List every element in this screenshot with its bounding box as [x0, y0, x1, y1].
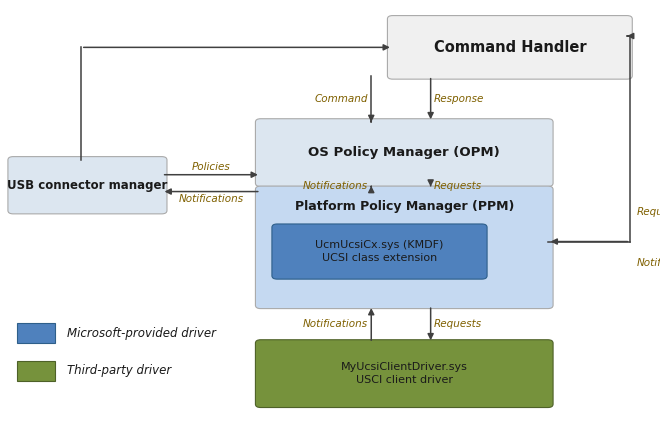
Text: Notifications: Notifications	[179, 194, 244, 204]
FancyBboxPatch shape	[16, 323, 55, 343]
Text: Command: Command	[314, 94, 368, 104]
Text: MyUcsiClientDriver.sys
USCI client driver: MyUcsiClientDriver.sys USCI client drive…	[341, 362, 468, 385]
Text: OS Policy Manager (OPM): OS Policy Manager (OPM)	[308, 146, 500, 159]
FancyBboxPatch shape	[16, 361, 55, 381]
FancyBboxPatch shape	[387, 16, 632, 79]
Text: Notifications: Notifications	[303, 181, 368, 191]
FancyBboxPatch shape	[272, 224, 487, 279]
FancyBboxPatch shape	[8, 157, 167, 214]
Text: Command Handler: Command Handler	[434, 40, 586, 55]
Text: Response: Response	[434, 94, 484, 104]
Text: Microsoft-provided driver: Microsoft-provided driver	[67, 327, 216, 339]
Text: UcmUcsiCx.sys (KMDF)
UCSI class extension: UcmUcsiCx.sys (KMDF) UCSI class extensio…	[315, 240, 444, 263]
FancyBboxPatch shape	[255, 340, 553, 408]
FancyBboxPatch shape	[255, 186, 553, 309]
Text: Notifications: Notifications	[637, 258, 660, 268]
Text: Platform Policy Manager (PPM): Platform Policy Manager (PPM)	[294, 200, 514, 213]
Text: Requests: Requests	[434, 319, 482, 329]
Text: Requests: Requests	[434, 181, 482, 191]
Text: Policies: Policies	[192, 162, 230, 172]
Text: USB connector manager: USB connector manager	[7, 179, 168, 192]
Text: Third-party driver: Third-party driver	[67, 365, 171, 377]
Text: Notifications: Notifications	[303, 319, 368, 329]
FancyBboxPatch shape	[255, 119, 553, 187]
Text: Requests: Requests	[637, 207, 660, 217]
